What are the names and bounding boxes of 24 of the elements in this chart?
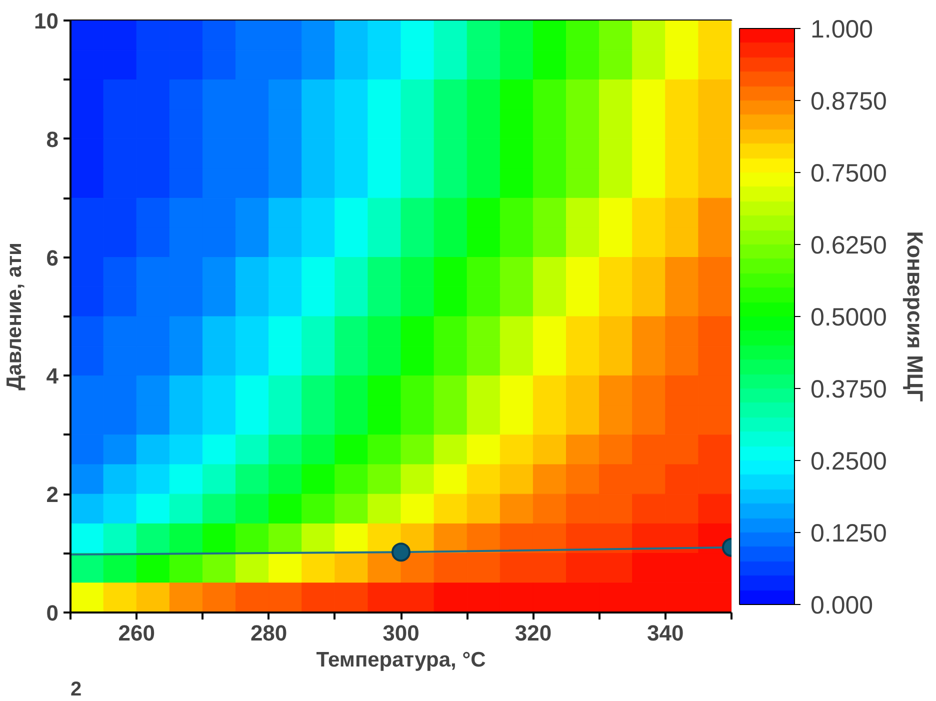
- x-tick-label: 340: [647, 620, 684, 646]
- x-tick-label: 300: [382, 620, 420, 646]
- y-tick-label: 2: [46, 482, 59, 508]
- color-bar-label: 0.7500: [810, 160, 887, 188]
- y-tick-label: 6: [46, 245, 59, 270]
- color-bar-title: Конверсия МЦГ: [902, 231, 928, 402]
- text: 2: [70, 678, 82, 700]
- color-bar-label: 0.1250: [810, 520, 887, 548]
- color-bar-label: 0.5000: [810, 304, 887, 332]
- color-bar-label: 0.6250: [810, 232, 887, 260]
- y-tick-label: 10: [34, 8, 59, 34]
- color-bar-label: 0.2500: [810, 448, 887, 476]
- color-bar-label: 1.000: [810, 16, 874, 44]
- y-tick-label: 0: [46, 600, 59, 626]
- x-tick-label: 260: [118, 620, 155, 646]
- x-axis-title: Температура, °C: [316, 648, 486, 672]
- x-tick-label: 280: [250, 620, 288, 646]
- color-bar-label: 0.000: [810, 592, 874, 620]
- color-bar-label: 0.3750: [810, 376, 887, 404]
- y-axis-title: Давление, ати: [3, 242, 26, 390]
- x-tick-label: 320: [514, 620, 552, 646]
- y-tick-label: 8: [46, 126, 59, 152]
- color-bar-label: 0.8750: [810, 88, 887, 116]
- y-tick-label: 4: [46, 364, 60, 389]
